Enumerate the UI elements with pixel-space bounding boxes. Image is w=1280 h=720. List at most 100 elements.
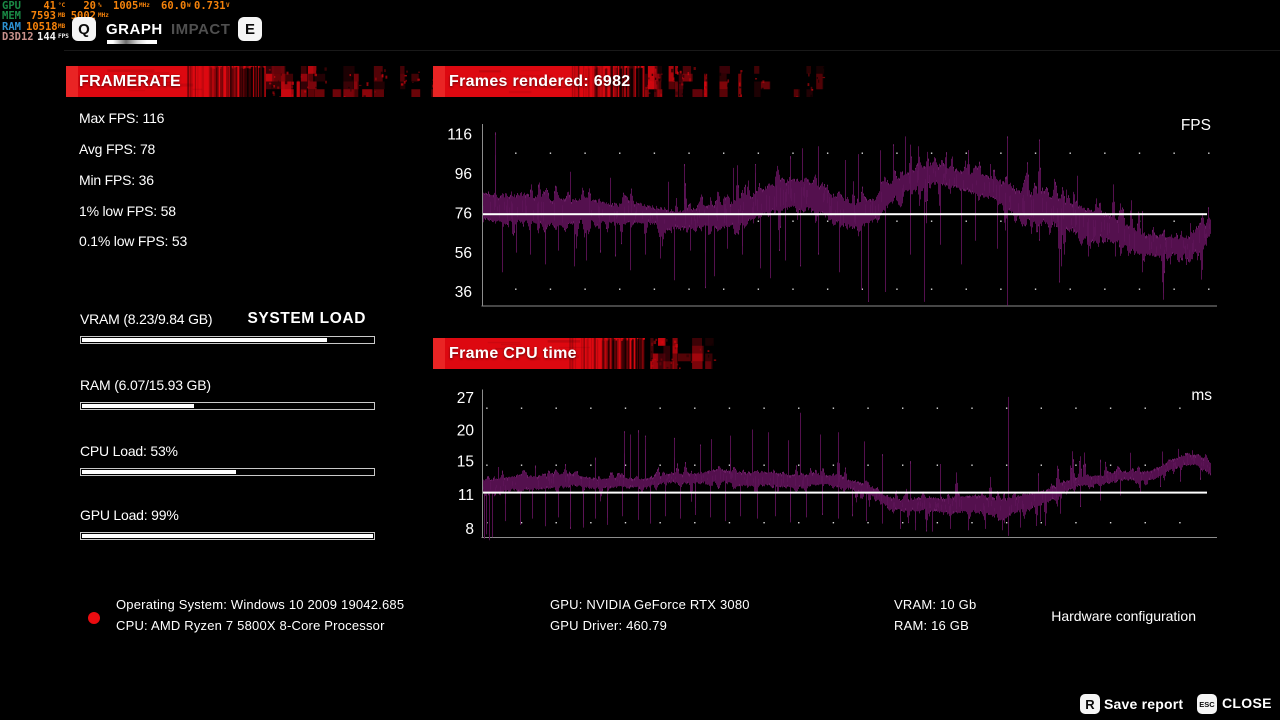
ram-bar-fill bbox=[82, 404, 194, 408]
tab-impact[interactable]: IMPACT bbox=[171, 21, 231, 38]
tab-bar-divider bbox=[64, 50, 1280, 51]
glitch-noise-block bbox=[374, 91, 376, 93]
vram-label: VRAM (8.23/9.84 GB) bbox=[80, 311, 213, 327]
glitch-noise-block bbox=[627, 339, 630, 369]
glitch-noise-block bbox=[366, 82, 369, 87]
key-r-icon[interactable]: R bbox=[1080, 694, 1100, 714]
save-report-button[interactable]: Save report bbox=[1104, 696, 1184, 712]
glitch-noise-block bbox=[704, 81, 707, 90]
glitch-noise-block bbox=[705, 361, 712, 369]
glitch-noise-block bbox=[607, 340, 610, 369]
glitch-noise-block bbox=[601, 66, 604, 97]
key-q-icon[interactable]: Q bbox=[72, 17, 96, 41]
glitch-noise-block bbox=[602, 338, 605, 369]
glitch-noise-block bbox=[250, 66, 254, 97]
glitch-noise-block bbox=[648, 92, 651, 94]
glitch-noise-block bbox=[575, 338, 577, 369]
glitch-noise-block bbox=[597, 66, 599, 97]
grid-dot bbox=[936, 464, 939, 466]
glitch-noise-block bbox=[251, 67, 253, 97]
osd-gpu-temp: 41 bbox=[43, 0, 56, 12]
close-button[interactable]: CLOSE bbox=[1222, 695, 1272, 711]
glitch-noise-block bbox=[623, 338, 626, 369]
hardware-os-line: Operating System: Windows 10 2009 19042.… bbox=[116, 597, 405, 612]
glitch-noise-block bbox=[670, 361, 673, 365]
grid-dot bbox=[1208, 288, 1210, 290]
grid-dot bbox=[1138, 288, 1141, 290]
glitch-noise-block bbox=[624, 68, 626, 97]
osd-gpu-temp-unit: °C bbox=[58, 2, 66, 9]
glitch-noise-block bbox=[316, 91, 319, 96]
glitch-noise-block bbox=[129, 89, 146, 92]
glitch-noise-block bbox=[280, 73, 282, 76]
tab-graph[interactable]: GRAPH bbox=[106, 21, 163, 38]
glitch-noise-block bbox=[291, 94, 293, 97]
glitch-noise-block bbox=[604, 68, 607, 97]
glitch-noise-block bbox=[637, 338, 639, 369]
glitch-noise-block bbox=[251, 66, 254, 97]
grid-dot bbox=[1040, 407, 1042, 409]
glitch-noise-block bbox=[807, 83, 810, 87]
glitch-noise-block bbox=[692, 345, 704, 362]
osd-fps-value: 144 bbox=[37, 31, 56, 44]
grid-dot bbox=[1000, 220, 1002, 222]
key-esc-icon[interactable]: ESC bbox=[1197, 694, 1217, 714]
glitch-noise-block bbox=[234, 67, 237, 97]
glitch-noise-block bbox=[627, 338, 630, 369]
glitch-noise-block bbox=[296, 81, 300, 97]
glitch-noise-block bbox=[201, 66, 205, 97]
glitch-noise-block bbox=[672, 345, 677, 354]
glitch-noise-block bbox=[266, 81, 272, 90]
glitch-noise-block bbox=[583, 338, 585, 369]
glitch-noise-block bbox=[619, 68, 623, 97]
glitch-noise-block bbox=[675, 81, 678, 97]
glitch-noise-block bbox=[571, 66, 574, 97]
glitch-noise-block bbox=[585, 68, 587, 97]
glitch-noise-block bbox=[370, 80, 373, 84]
glitch-noise-block bbox=[216, 66, 219, 97]
glitch-noise-block bbox=[676, 363, 679, 366]
glitch-noise-block bbox=[700, 81, 702, 85]
y-tick-label: 8 bbox=[465, 521, 474, 538]
grid-dot bbox=[619, 288, 621, 290]
grid-dot bbox=[728, 464, 731, 466]
grid-dot bbox=[486, 407, 488, 409]
glitch-noise-block bbox=[596, 67, 598, 97]
glitch-noise-block bbox=[582, 338, 585, 369]
glitch-noise-block bbox=[651, 365, 654, 367]
glitch-noise-block bbox=[679, 81, 681, 85]
tab-active-underline bbox=[107, 40, 157, 44]
glitch-noise-block bbox=[433, 66, 445, 97]
glitch-noise-block bbox=[239, 66, 242, 97]
glitch-noise-block bbox=[271, 66, 285, 74]
stat-01pct-low: 0.1% low FPS: 53 bbox=[79, 233, 188, 249]
glitch-noise-block bbox=[221, 66, 224, 97]
glitch-noise-block bbox=[676, 71, 679, 75]
glitch-noise-block bbox=[255, 66, 258, 97]
glitch-noise-block bbox=[574, 66, 575, 97]
grid-dot bbox=[1179, 407, 1181, 409]
glitch-noise-block bbox=[754, 81, 761, 97]
glitch-noise-block bbox=[307, 66, 314, 82]
grid-dot bbox=[896, 152, 898, 154]
glitch-noise-block bbox=[610, 66, 614, 97]
glitch-noise-block bbox=[707, 350, 710, 353]
grid-dot bbox=[965, 220, 967, 222]
glitch-noise-block bbox=[229, 66, 232, 97]
glitch-noise-block bbox=[638, 338, 640, 369]
grid-dot bbox=[826, 152, 829, 154]
glitch-noise-block bbox=[195, 66, 197, 97]
glitch-noise-block bbox=[239, 68, 241, 97]
glitch-noise-block bbox=[373, 66, 383, 82]
glitch-noise-block bbox=[651, 73, 654, 76]
key-e-icon[interactable]: E bbox=[238, 17, 262, 41]
glitch-noise-block bbox=[272, 93, 276, 96]
y-tick-label: 20 bbox=[457, 422, 475, 439]
glitch-noise-block bbox=[652, 353, 659, 369]
glitch-noise-block bbox=[702, 87, 705, 90]
y-tick-label: 11 bbox=[458, 487, 474, 504]
glitch-noise-block bbox=[614, 340, 618, 369]
glitch-noise-block bbox=[645, 73, 648, 90]
glitch-noise-block bbox=[644, 339, 646, 369]
